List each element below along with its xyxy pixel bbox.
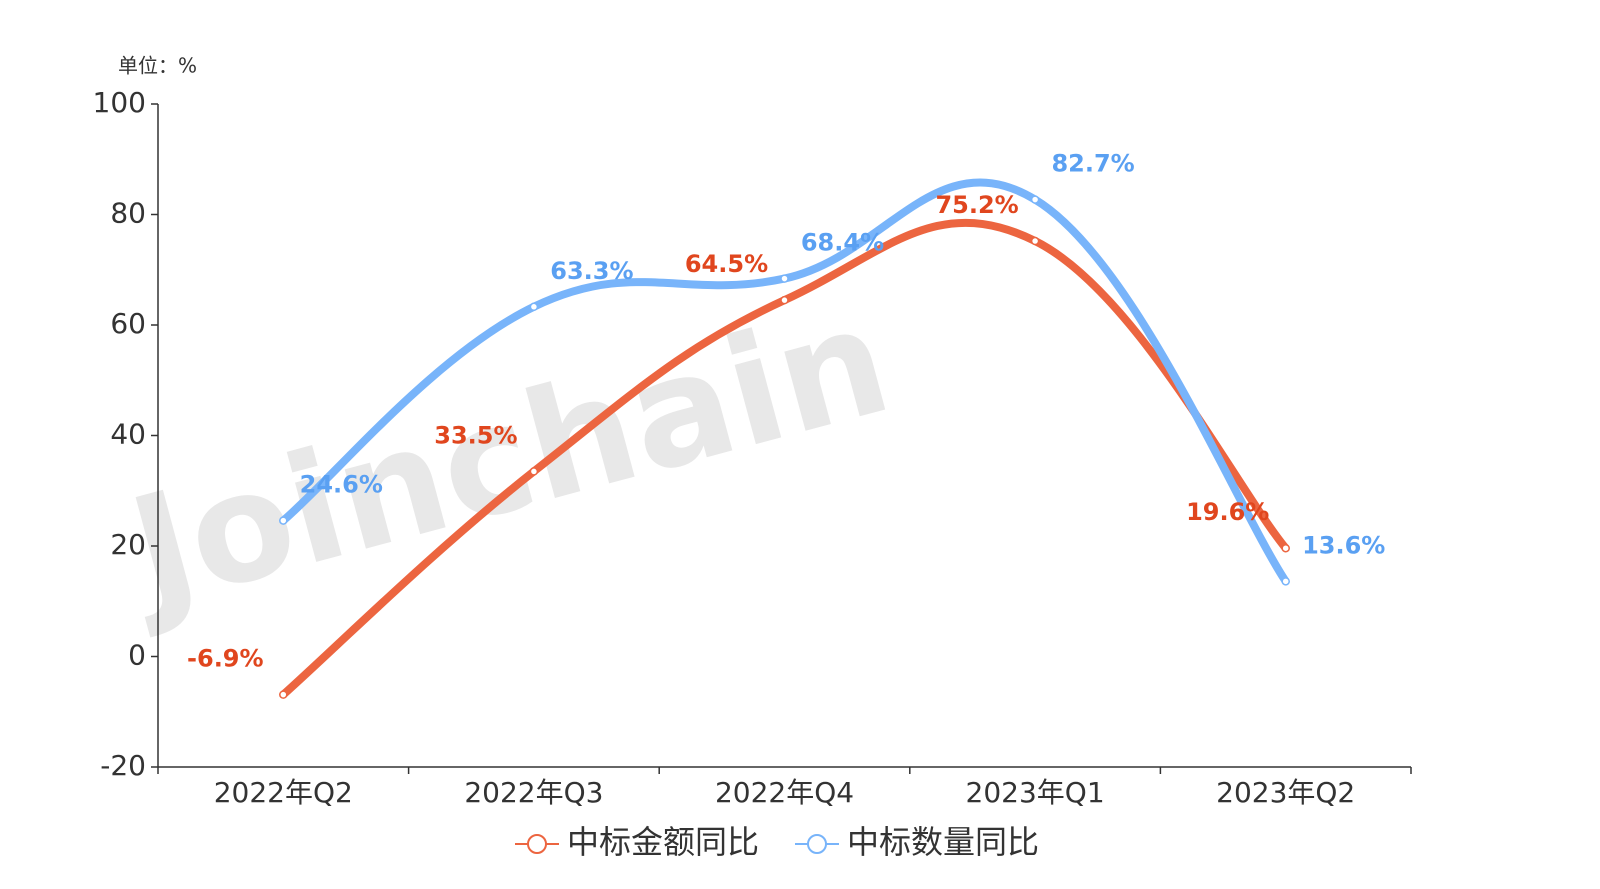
data-point <box>1281 577 1290 586</box>
data-label: 82.7% <box>1051 150 1134 178</box>
data-point <box>529 467 539 476</box>
data-label: 68.4% <box>801 229 884 257</box>
data-label: 75.2% <box>935 191 1018 219</box>
y-tick-label: 100 <box>93 86 146 119</box>
legend-label: 中标数量同比 <box>847 823 1039 861</box>
unit-label: 单位：% <box>118 54 197 78</box>
legend-marker <box>807 834 827 854</box>
y-tick-label: 20 <box>110 528 146 561</box>
legend-label: 中标金额同比 <box>567 823 759 861</box>
x-tick-label: 2022年Q3 <box>464 776 603 809</box>
data-label: 24.6% <box>300 471 383 499</box>
data-point <box>1281 543 1290 553</box>
data-point <box>279 516 288 525</box>
data-point <box>780 295 789 305</box>
data-point <box>529 302 539 312</box>
series-line <box>279 178 1290 586</box>
data-point <box>279 690 288 699</box>
data-point <box>780 274 789 283</box>
x-tick-label: 2022年Q4 <box>715 776 854 809</box>
data-label: -6.9% <box>187 645 264 673</box>
data-point <box>1030 236 1040 246</box>
x-tick-label: 2023年Q2 <box>1216 776 1355 809</box>
data-point <box>1030 195 1040 204</box>
x-tick-label: 2023年Q1 <box>966 776 1105 809</box>
data-label: 13.6% <box>1302 531 1385 559</box>
x-tick-label: 2022年Q2 <box>214 776 353 809</box>
y-tick-label: 80 <box>110 197 146 230</box>
data-label: 19.6% <box>1186 498 1269 526</box>
data-label: 64.5% <box>685 250 768 278</box>
watermark: Joinchain <box>106 273 906 643</box>
y-tick-label: 60 <box>110 307 146 340</box>
data-label: 33.5% <box>434 421 517 449</box>
legend-marker <box>527 834 547 854</box>
y-tick-label: -20 <box>100 749 146 782</box>
data-label: 63.3% <box>550 257 633 285</box>
y-tick-label: 0 <box>128 639 146 672</box>
y-tick-label: 40 <box>110 418 146 451</box>
